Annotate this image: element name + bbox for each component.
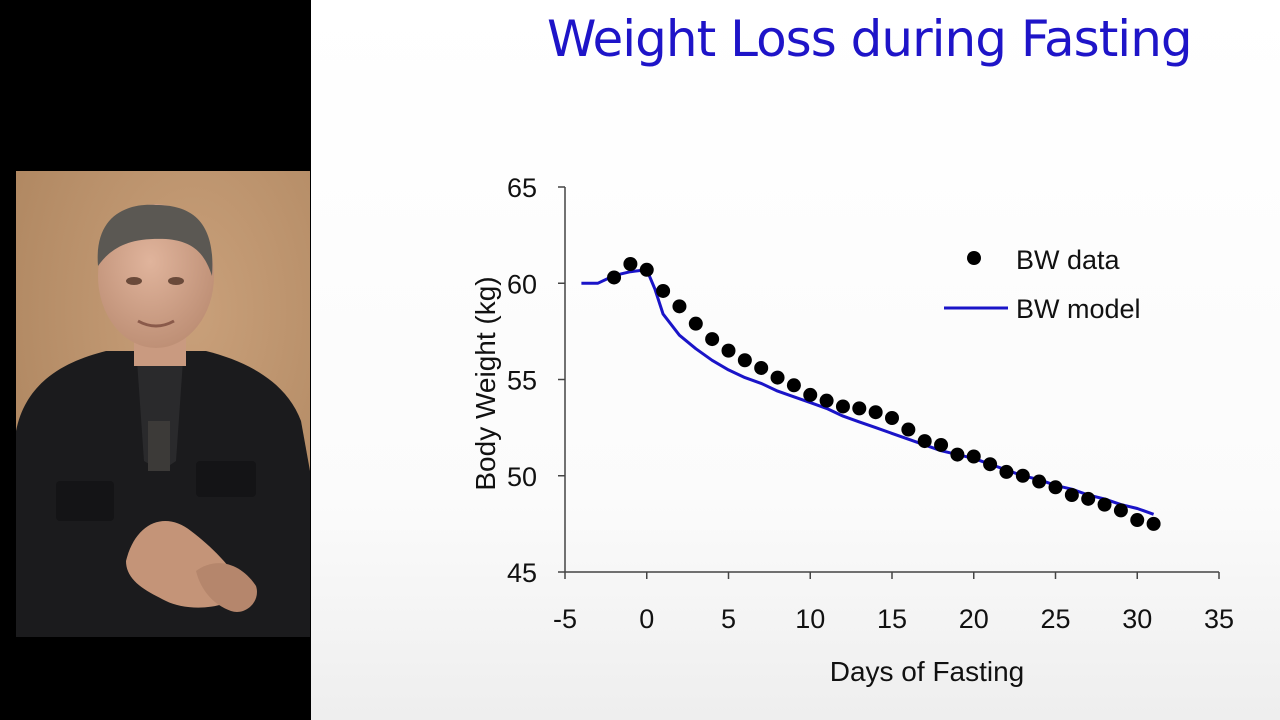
y-axis-title: Body Weight (kg) (470, 276, 501, 490)
x-tick-label: 0 (639, 604, 654, 634)
data-point (1097, 497, 1112, 512)
x-tick-label: 10 (795, 604, 825, 634)
weight-chart: -5 0 5 10 15 20 25 30 35 45 50 55 60 65 Days of Fastin… (470, 173, 1234, 687)
slide-title: Weight Loss during Fasting (547, 10, 1193, 68)
data-point (656, 283, 671, 298)
data-point (1130, 513, 1145, 528)
x-tick-label: 15 (877, 604, 907, 634)
y-tick-label: 65 (507, 173, 537, 203)
y-tick-label: 50 (507, 462, 537, 492)
data-point (983, 457, 998, 472)
data-point (835, 399, 850, 414)
data-point (639, 262, 654, 277)
data-point (868, 405, 883, 420)
data-point (623, 257, 638, 271)
data-point (721, 343, 736, 358)
data-point (885, 411, 899, 425)
speaker-video (16, 171, 310, 637)
data-point (1081, 491, 1096, 506)
data-point (966, 449, 981, 464)
data-point (688, 316, 703, 331)
x-tick-label: 35 (1204, 604, 1234, 634)
legend-marker-data (967, 251, 981, 265)
x-tick-label: 5 (721, 604, 736, 634)
data-point (770, 370, 785, 385)
x-tick-label: 20 (959, 604, 989, 634)
data-point (1032, 474, 1047, 489)
data-point (950, 447, 965, 462)
data-point (607, 270, 622, 285)
y-tick-label: 45 (507, 558, 537, 588)
data-point (1146, 516, 1161, 531)
x-tick-label: 25 (1040, 604, 1070, 634)
data-point (1048, 480, 1063, 495)
legend-label-data: BW data (1016, 245, 1121, 275)
data-point (1015, 468, 1030, 483)
data-point (934, 437, 949, 452)
data-point (1113, 503, 1128, 518)
data-point (999, 464, 1014, 479)
data-point (852, 401, 867, 416)
data-point (803, 387, 818, 402)
x-tick-label: 30 (1122, 604, 1152, 634)
legend-label-model: BW model (1016, 294, 1141, 324)
data-point (754, 360, 769, 375)
data-point (672, 299, 687, 314)
data-point (705, 332, 720, 347)
y-tick-label: 55 (507, 366, 537, 396)
data-point (786, 378, 801, 393)
data-point (1064, 488, 1079, 502)
x-tick-label: -5 (553, 604, 577, 634)
data-point (737, 353, 752, 368)
y-tick-label: 60 (507, 269, 537, 299)
data-point (819, 393, 834, 408)
data-point (917, 434, 932, 449)
data-point (901, 422, 916, 437)
x-axis-title: Days of Fasting (830, 656, 1025, 687)
slide: Weight Loss during Fasting -5 0 5 10 15 20 25 3… (311, 0, 1280, 720)
